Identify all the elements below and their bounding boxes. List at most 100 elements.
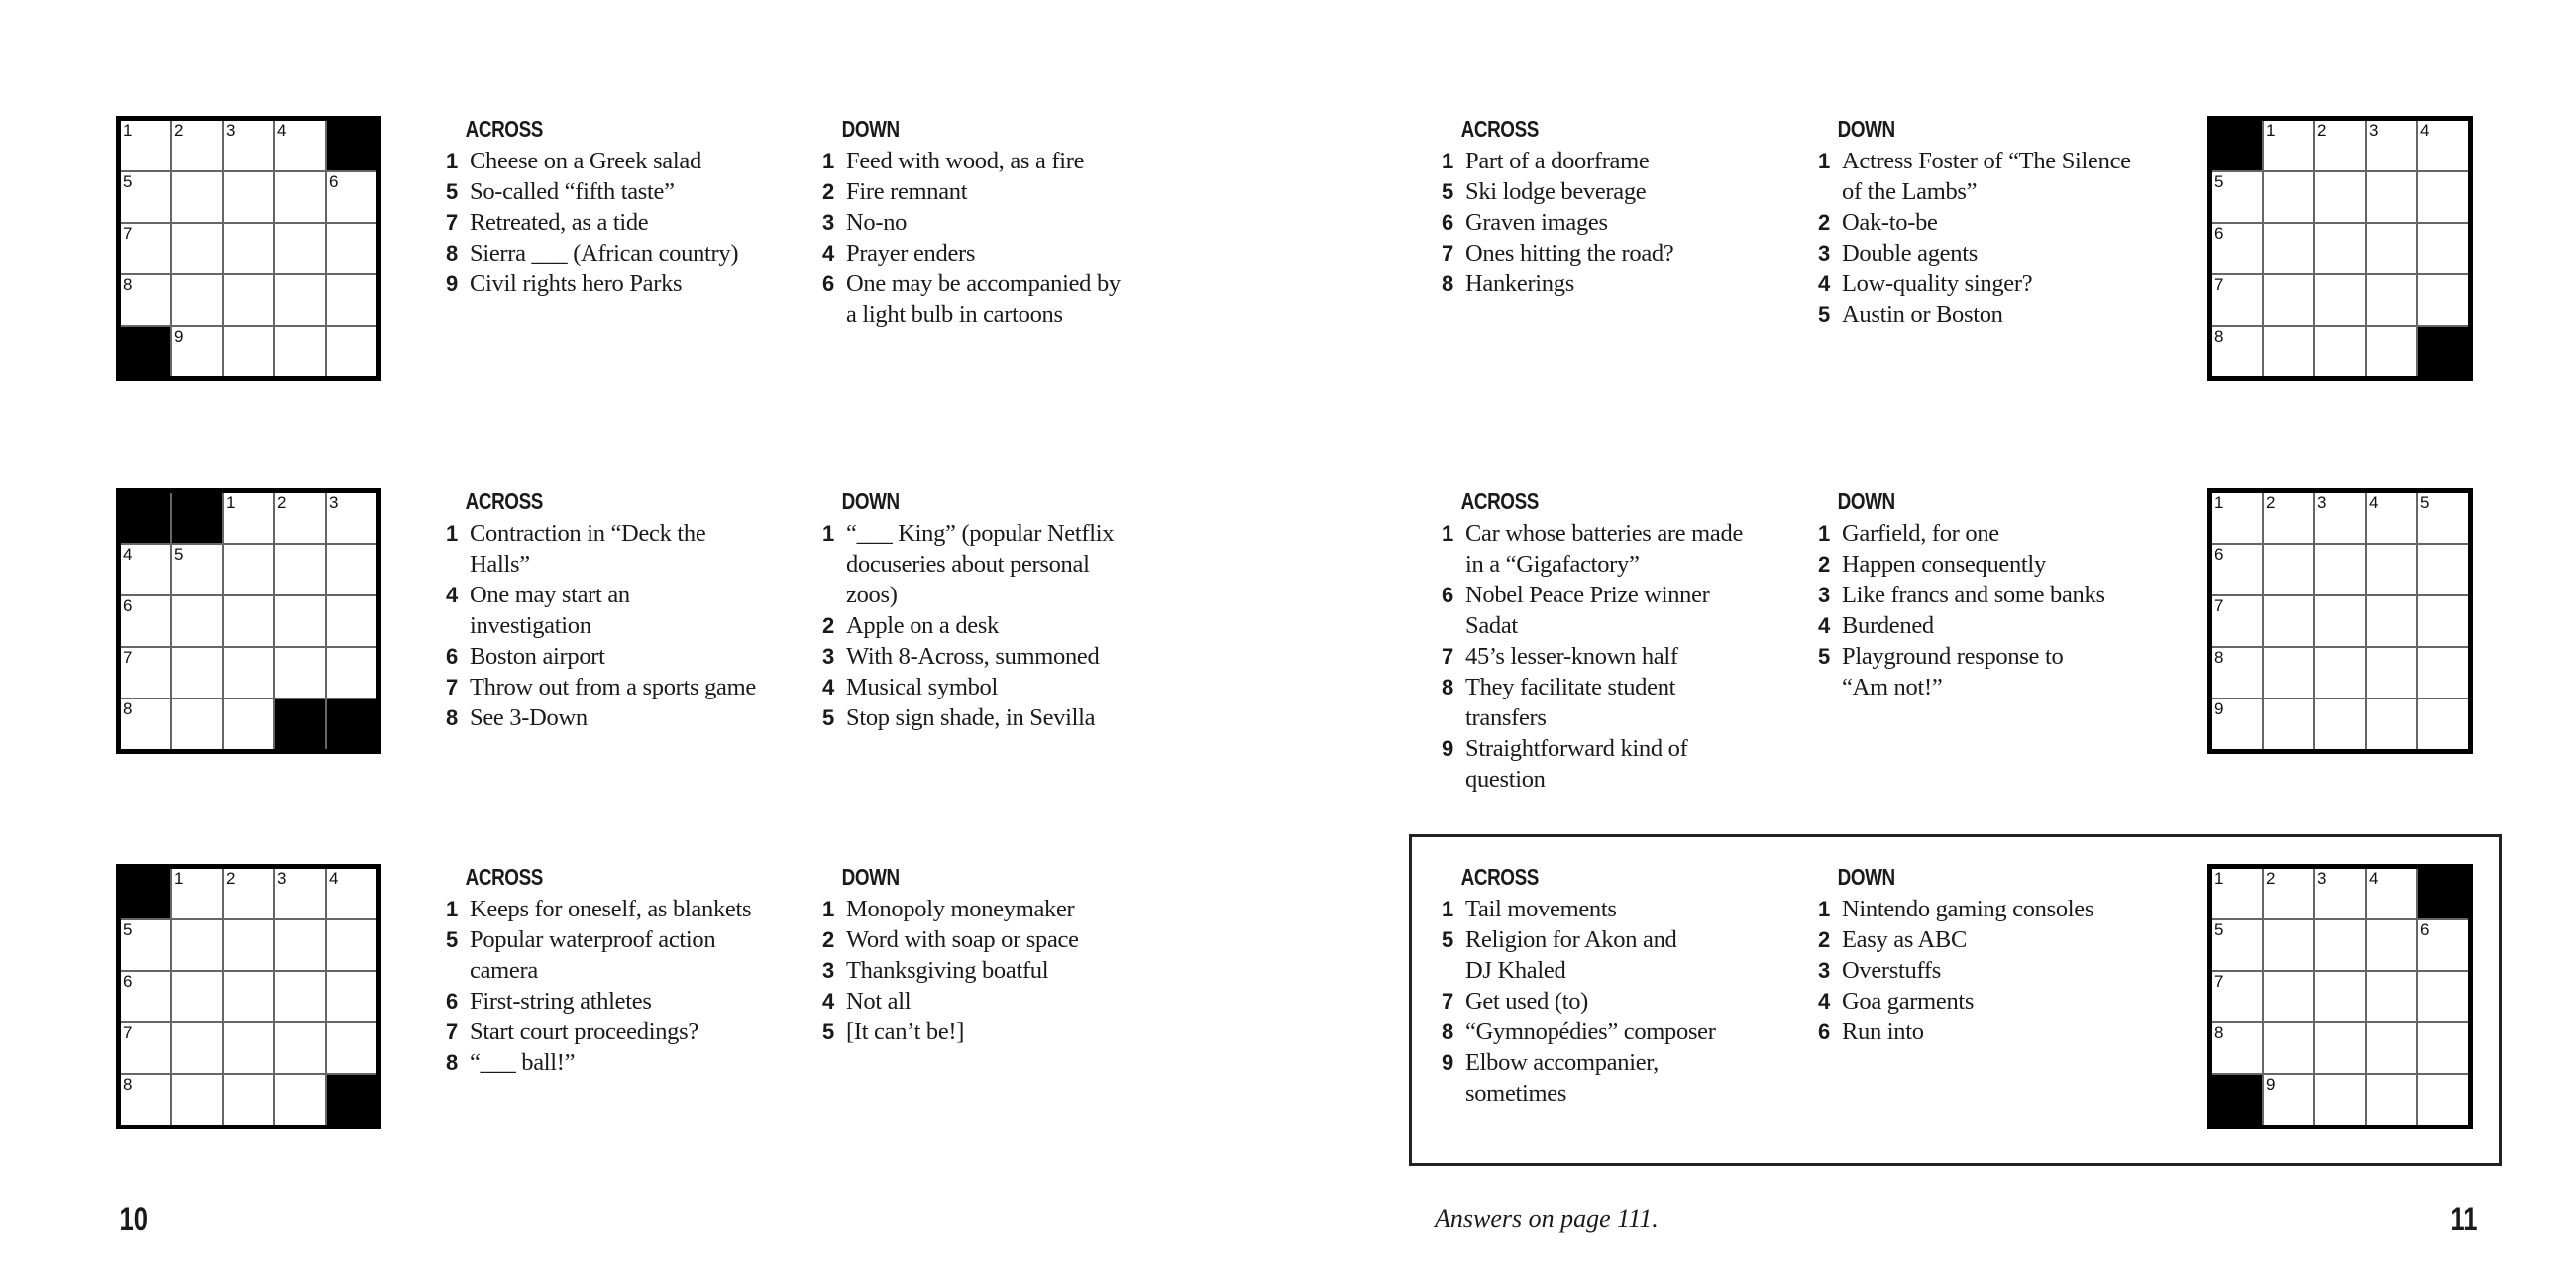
clue-number: 9 [1442, 736, 1454, 761]
clue-text: Part of a doorframe [1465, 148, 1650, 174]
grid-cell: 9 [172, 327, 222, 376]
clue-text: Happen consequently [1842, 551, 2046, 578]
clue-number: 5 [822, 705, 835, 730]
cell-number: 8 [2214, 1023, 2224, 1042]
grid-cell [275, 1075, 325, 1125]
grid-cell [2315, 920, 2365, 970]
clue-item: 7 Get used (to) [1442, 986, 1818, 1017]
clue-text: Graven images [1465, 209, 1608, 236]
clue-number: 5 [822, 1020, 835, 1044]
grid-cell [2315, 1075, 2365, 1125]
cell-number: 6 [123, 596, 133, 615]
grid-cell [224, 172, 273, 222]
grid-cell [172, 596, 222, 646]
across-heading: ACROSS [1460, 864, 1540, 890]
down-heading: DOWN [1837, 864, 1895, 890]
crossword-grid: 1 2 3 4 5 6 7 8 9 [116, 116, 381, 381]
clue-text: Monopoly moneymaker [846, 896, 1075, 922]
grid-cell [224, 1075, 273, 1125]
clue-number: 8 [446, 241, 459, 266]
grid-cell [2367, 327, 2416, 376]
down-heading: DOWN [841, 864, 900, 890]
grid-cell [2418, 596, 2468, 646]
grid-cell [2315, 172, 2365, 222]
grid-cell: 2 [2315, 121, 2365, 170]
clue-item: 1 Tail movements [1442, 894, 1818, 924]
cell-number: 2 [277, 493, 287, 512]
clue-number: 6 [1818, 1020, 1831, 1044]
clue-item: 2 Easy as ABC [1818, 924, 2195, 955]
grid-cell [275, 545, 325, 594]
grid-cell: 8 [2212, 648, 2262, 698]
clue-item: 2 Word with soap or space [822, 924, 1199, 955]
clue-number: 9 [446, 271, 459, 296]
grid-cell: 2 [172, 121, 222, 170]
grid-cell: 7 [2212, 596, 2262, 646]
clue-number: 1 [822, 521, 835, 546]
grid-cell: 7 [2212, 972, 2262, 1021]
grid-cell: 3 [2367, 121, 2416, 170]
clue-number: 3 [822, 210, 835, 235]
cell-number: 3 [329, 493, 339, 512]
grid-cell [275, 224, 325, 273]
clue-number: 3 [822, 958, 835, 983]
grid-cell [224, 275, 273, 325]
highlighted-puzzle-frame [1409, 834, 2502, 1166]
clue-item: 8 Hankerings [1442, 268, 1818, 299]
grid-cell: 8 [121, 275, 170, 325]
grid-cell [2367, 172, 2416, 222]
clue-item: 4 Musical symbol [822, 672, 1199, 702]
grid-cell [2264, 648, 2313, 698]
clue-text: Prayer enders [846, 240, 976, 267]
clue-item: 7 Retreated, as a tide [446, 207, 822, 238]
clue-number: 7 [1442, 989, 1454, 1014]
grid-cell [2418, 172, 2468, 222]
black-square [172, 493, 222, 543]
grid-cell [2367, 1075, 2416, 1125]
grid-cell: 7 [121, 224, 170, 273]
clue-text: Civil rights hero Parks [470, 270, 683, 297]
clue-item: 8 Sierra ___ (African country) [446, 238, 822, 268]
clue-item: 2 Happen consequently [1818, 549, 2195, 580]
black-square [2212, 121, 2262, 170]
grid-cell [2367, 275, 2416, 325]
clue-item: 1 Actress Foster of “The Silence of the L… [1818, 146, 2195, 207]
grid-cell [327, 224, 376, 273]
cell-number: 4 [2420, 121, 2430, 140]
down-clues: DOWN 1 Monopoly moneymaker 2 Word with soap … [822, 862, 1199, 1047]
clue-item: 3 Thanksgiving boatful [822, 955, 1199, 986]
clue-text: First-string athletes [470, 988, 652, 1015]
clue-text: One may be accompanied by a light bulb i… [846, 270, 1121, 328]
down-heading: DOWN [841, 116, 900, 142]
clue-item: 8 “___ ball!” [446, 1047, 822, 1078]
clue-number: 7 [446, 210, 459, 235]
black-square [2418, 869, 2468, 918]
clue-text: 45’s lesser-known half [1465, 643, 1678, 670]
grid-cell [2367, 1023, 2416, 1073]
grid-cell [275, 1023, 325, 1073]
grid-cell [172, 172, 222, 222]
grid-cell: 3 [224, 121, 273, 170]
grid-cell: 1 [172, 869, 222, 918]
cell-number: 9 [2214, 699, 2224, 718]
cell-number: 2 [2266, 869, 2276, 888]
clue-text: Overstuffs [1842, 957, 1941, 984]
clue-number: 5 [1442, 179, 1454, 204]
cell-number: 4 [123, 545, 133, 564]
clue-text: Austin or Boston [1842, 301, 2003, 328]
grid-cell [275, 648, 325, 698]
clue-number: 7 [1442, 644, 1454, 669]
clue-number: 8 [446, 705, 459, 730]
across-clues: ACROSS 1 Contraction in “Deck the Halls” 4 O… [446, 486, 822, 733]
grid-cell: 7 [2212, 275, 2262, 325]
grid-cell: 3 [2315, 493, 2365, 543]
clue-number: 1 [446, 521, 459, 546]
cell-number: 5 [174, 545, 184, 564]
grid-cell: 4 [327, 869, 376, 918]
clue-item: 5 Religion for Akon and DJ Khaled [1442, 924, 1818, 986]
clue-item: 9 Civil rights hero Parks [446, 268, 822, 299]
grid-cell [2418, 224, 2468, 273]
down-clues: DOWN 1 Feed with wood, as a fire 2 Fire remn… [822, 114, 1199, 330]
clue-item: 4 Goa garments [1818, 986, 2195, 1017]
clue-number: 4 [822, 989, 835, 1014]
